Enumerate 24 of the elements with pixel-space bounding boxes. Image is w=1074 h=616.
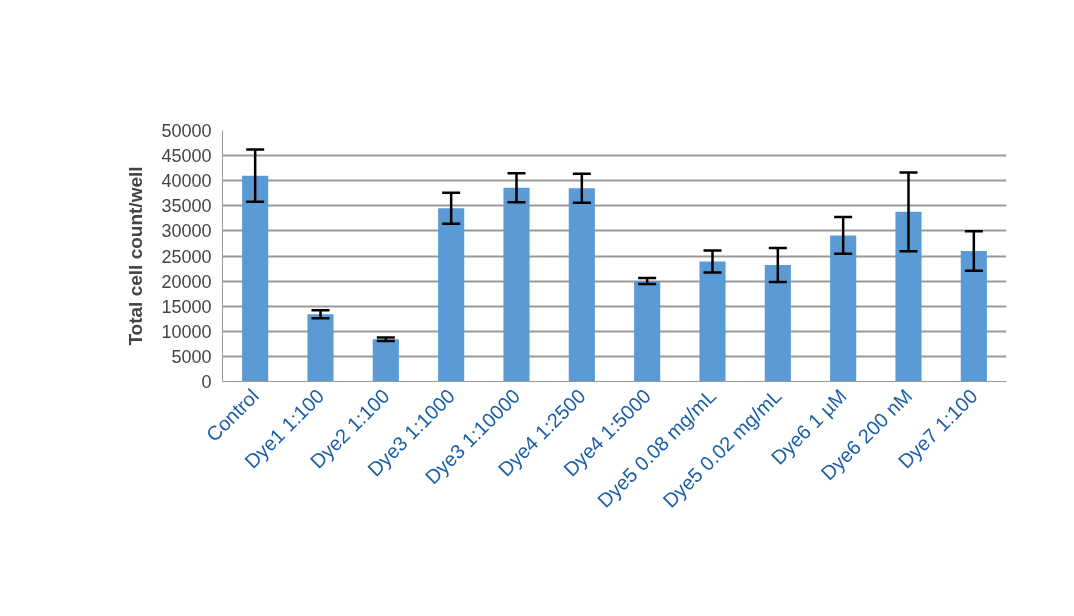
- y-tick-label: 50000: [161, 121, 212, 141]
- bar: [830, 235, 857, 382]
- bar: [242, 175, 269, 382]
- bar: [568, 188, 595, 382]
- bar: [372, 339, 399, 382]
- y-tick-label: 20000: [161, 271, 212, 292]
- bar: [634, 281, 661, 382]
- y-tick-label: 40000: [161, 171, 212, 192]
- bar: [699, 261, 726, 382]
- bar: [438, 208, 465, 382]
- bar: [307, 314, 334, 382]
- y-tick-label: 25000: [161, 246, 212, 267]
- y-tick-label: 10000: [161, 321, 212, 342]
- y-tick-label: 30000: [161, 221, 212, 242]
- y-tick-label: 15000: [161, 296, 212, 317]
- bar: [764, 265, 791, 382]
- y-axis-title: Total cell count/well: [125, 166, 147, 346]
- bar: [895, 211, 922, 382]
- bar: [503, 187, 530, 382]
- y-tick-label: 45000: [161, 146, 212, 167]
- y-tick-label: 35000: [161, 196, 212, 217]
- y-tick-label: 5000: [171, 346, 212, 367]
- bar: [960, 250, 987, 382]
- y-tick-label: 0: [201, 372, 212, 392]
